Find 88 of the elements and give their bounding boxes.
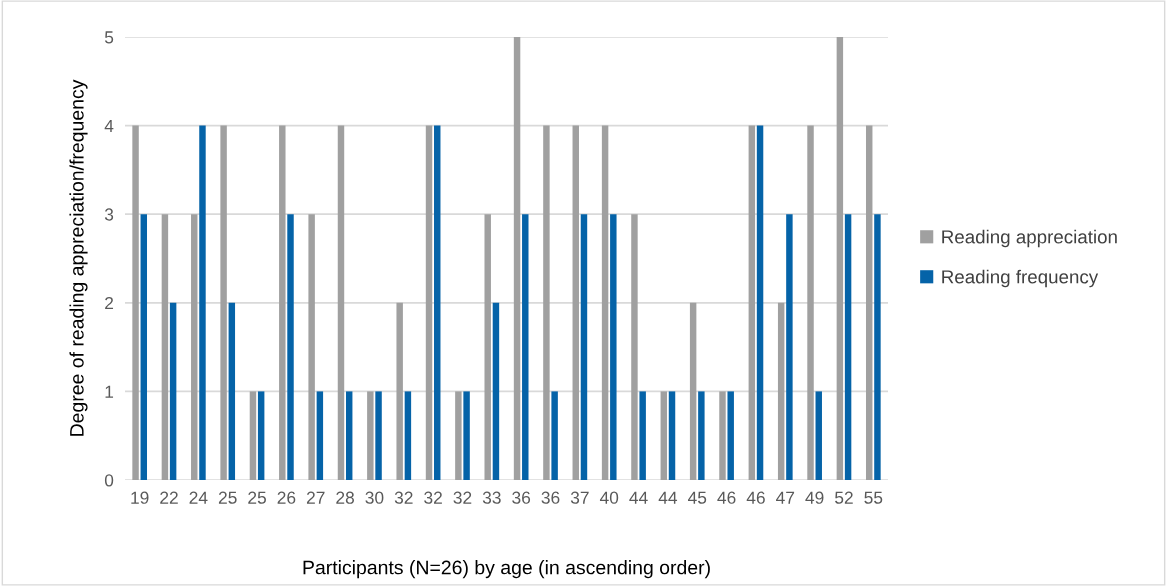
y-tick-label: 3 bbox=[104, 208, 114, 221]
x-tick-label: 46 bbox=[717, 491, 736, 504]
x-tick-label: 44 bbox=[629, 491, 648, 504]
bar bbox=[367, 391, 374, 480]
y-axis-title: Degree of reading appreciation/frequency bbox=[69, 79, 88, 436]
bar bbox=[228, 302, 236, 480]
bar bbox=[396, 302, 403, 480]
x-tick-label: 26 bbox=[277, 491, 296, 504]
bar bbox=[874, 214, 881, 480]
bar bbox=[719, 391, 726, 480]
bar bbox=[543, 125, 550, 480]
x-tick-label: 40 bbox=[599, 491, 619, 504]
bar bbox=[316, 391, 324, 480]
bar bbox=[287, 214, 294, 480]
bar bbox=[513, 37, 521, 480]
x-tick-label: 25 bbox=[218, 491, 237, 504]
bar bbox=[815, 391, 822, 480]
x-tick-label: 55 bbox=[864, 491, 883, 504]
bar bbox=[551, 391, 558, 480]
bar bbox=[580, 214, 588, 480]
bar bbox=[375, 391, 382, 480]
x-tick-label: 27 bbox=[306, 491, 325, 504]
bar bbox=[610, 214, 617, 480]
bar bbox=[249, 391, 257, 480]
y-tick-label: 5 bbox=[104, 31, 114, 44]
bar bbox=[434, 125, 441, 480]
x-tick-label: 28 bbox=[336, 491, 354, 504]
x-tick-label: 32 bbox=[394, 491, 413, 504]
bar bbox=[161, 214, 169, 480]
bar bbox=[279, 125, 286, 480]
bar bbox=[220, 125, 227, 480]
bar bbox=[639, 391, 646, 480]
x-tick-label: 32 bbox=[424, 491, 442, 504]
x-tick-label: 36 bbox=[512, 491, 531, 504]
bar bbox=[404, 391, 412, 480]
bar bbox=[698, 391, 705, 480]
bar bbox=[522, 214, 529, 480]
bar bbox=[865, 125, 873, 480]
bar bbox=[345, 391, 353, 480]
x-tick-label: 36 bbox=[541, 491, 560, 504]
bar bbox=[257, 391, 265, 480]
x-tick-label: 47 bbox=[776, 491, 795, 504]
legend-label: Reading frequency bbox=[942, 269, 1099, 288]
bar bbox=[140, 214, 148, 480]
x-tick-label: 52 bbox=[835, 491, 853, 504]
bar bbox=[169, 302, 177, 480]
y-tick-label: 4 bbox=[104, 119, 114, 132]
bar bbox=[572, 125, 579, 480]
bar bbox=[631, 214, 638, 480]
x-tick-label: 24 bbox=[189, 491, 208, 504]
bar bbox=[199, 125, 206, 480]
bar bbox=[786, 214, 793, 480]
bar bbox=[337, 125, 345, 480]
bar bbox=[689, 302, 697, 480]
bar bbox=[727, 391, 734, 480]
bar bbox=[425, 125, 433, 480]
bar bbox=[492, 302, 500, 480]
bar bbox=[777, 302, 785, 480]
bar bbox=[601, 125, 609, 480]
bar bbox=[668, 391, 676, 480]
bar bbox=[836, 37, 844, 480]
x-tick-label: 30 bbox=[365, 491, 384, 504]
x-axis-title: Participants (N=26) by age (in ascending order) bbox=[303, 560, 710, 579]
bar bbox=[455, 391, 462, 480]
bar bbox=[463, 391, 470, 480]
bar bbox=[748, 125, 756, 480]
x-tick-label: 46 bbox=[746, 491, 765, 504]
bar bbox=[807, 125, 814, 480]
legend-label: Reading appreciation bbox=[942, 229, 1117, 248]
bar bbox=[756, 125, 764, 480]
bar bbox=[660, 391, 668, 480]
y-tick-label: 2 bbox=[105, 296, 114, 310]
x-tick-label: 19 bbox=[131, 491, 149, 504]
bar bbox=[844, 214, 852, 480]
bar bbox=[484, 214, 491, 480]
x-tick-label: 37 bbox=[570, 491, 589, 504]
bar bbox=[132, 125, 139, 480]
x-tick-label: 32 bbox=[453, 491, 472, 504]
x-tick-label: 22 bbox=[160, 491, 178, 504]
x-tick-label: 44 bbox=[658, 491, 678, 504]
y-tick-label: 0 bbox=[104, 474, 114, 487]
bar bbox=[191, 214, 198, 480]
bar bbox=[308, 214, 315, 480]
x-tick-label: 25 bbox=[248, 491, 266, 504]
y-tick-label: 1 bbox=[105, 385, 114, 398]
x-tick-label: 33 bbox=[482, 491, 501, 504]
x-tick-label: 49 bbox=[805, 491, 824, 504]
x-tick-label: 45 bbox=[687, 491, 707, 504]
